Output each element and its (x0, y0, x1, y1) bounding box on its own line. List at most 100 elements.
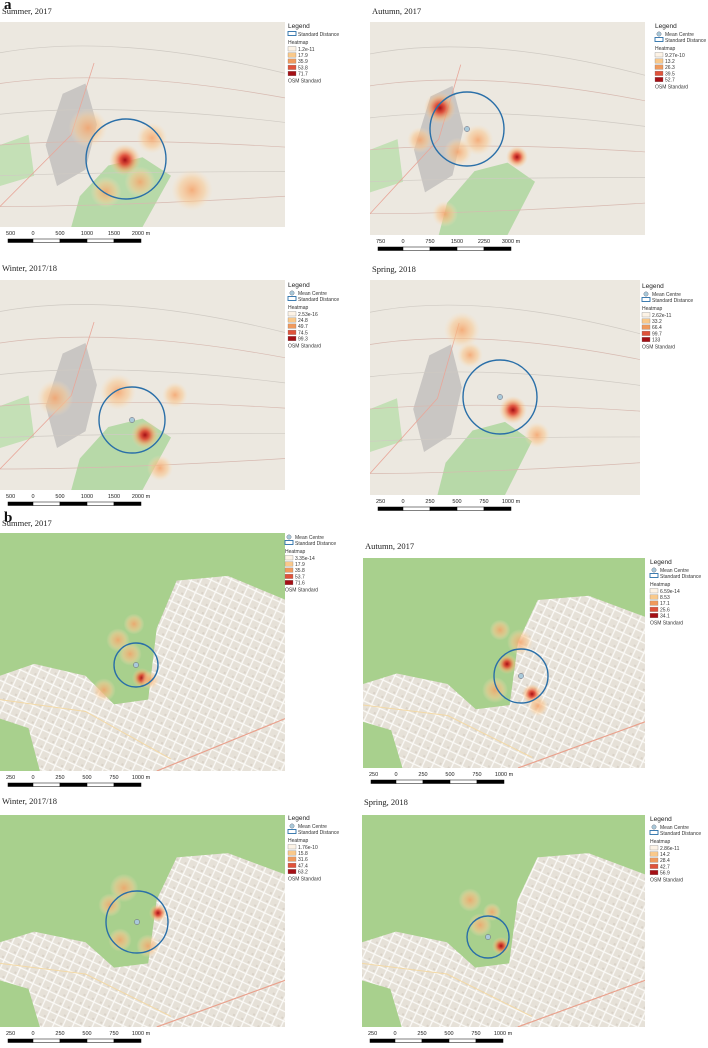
scale-label: 250 (6, 1031, 15, 1037)
legend-value: 8.53 (660, 595, 670, 601)
heat-spot (492, 937, 510, 955)
legend-swatch (284, 573, 294, 579)
legend-value: 26.3 (665, 65, 675, 71)
legend-swatch (287, 329, 297, 335)
legend-basemap: OSM Standard (285, 588, 318, 594)
legend-swatch (287, 323, 297, 329)
legend-basemap: OSM Standard (655, 85, 688, 91)
mean-centre (497, 394, 503, 400)
scale-label: 250 (369, 772, 378, 778)
map (363, 558, 645, 768)
road (370, 462, 640, 474)
scale-segment (32, 238, 61, 243)
road (370, 371, 640, 386)
scale-label: 1000 m (502, 499, 521, 505)
heat-spot (109, 144, 141, 176)
legend-value: 2.62e-11 (652, 313, 672, 319)
legend-sd-icon (641, 297, 651, 302)
legend-swatch (641, 330, 651, 336)
legend-swatch (649, 594, 659, 600)
scale-label: 250 (6, 775, 15, 781)
scale-segment (369, 1038, 396, 1043)
map (370, 280, 640, 495)
heat-spot (149, 904, 167, 922)
scale-segment (483, 246, 512, 251)
scale-segment (394, 1038, 423, 1043)
mean-centre (485, 934, 491, 940)
legend-heatmap-title: Heatmap (288, 40, 309, 46)
map-title: Summer, 2017 (2, 6, 52, 16)
legend-item: Standard Distance (652, 298, 693, 304)
legend-title: Legend (288, 23, 310, 30)
panel-label: b (4, 510, 12, 526)
legend-title: Legend (650, 559, 672, 566)
legend-swatch (284, 567, 294, 573)
legend-title: Legend (642, 283, 664, 290)
legend-swatch (654, 58, 664, 64)
road (370, 112, 645, 127)
map-title: Autumn, 2017 (365, 541, 414, 551)
road (370, 64, 462, 214)
scale-segment (476, 779, 505, 784)
scale-label: 750 (472, 772, 481, 778)
legend-value: 35.9 (298, 59, 308, 65)
scale-label: 250 (55, 1031, 64, 1037)
road (517, 979, 645, 1027)
road (0, 458, 285, 470)
legend-sd-icon (287, 829, 297, 834)
map (0, 533, 285, 771)
forest (370, 398, 403, 452)
scale-label: 1500 (108, 231, 120, 237)
scale-label: 1500 (108, 494, 120, 500)
heat-spot (497, 654, 517, 674)
heat-spot (92, 678, 116, 702)
scale-label: 500 (6, 494, 15, 500)
map (362, 815, 645, 1027)
legend-value: 14.2 (660, 852, 670, 858)
scale-label: 250 (425, 499, 434, 505)
scale-segment (32, 501, 61, 506)
scale-label: 500 (55, 231, 64, 237)
legend-title: Legend (288, 282, 310, 289)
scale-label: 1000 m (495, 772, 514, 778)
legend-item: Standard Distance (660, 574, 701, 580)
legend-swatch (287, 844, 297, 850)
heat-spot (68, 108, 108, 148)
scale-segment (456, 246, 485, 251)
legend-swatch (649, 870, 659, 875)
legend-swatch (287, 46, 297, 52)
scale-segment (429, 246, 458, 251)
legend-value: 3.35e-14 (295, 556, 315, 562)
scale-segment (370, 779, 397, 784)
scale-segment (86, 782, 115, 787)
forest (0, 718, 40, 771)
road (370, 436, 640, 442)
scale-label: 1000 m (132, 1031, 151, 1037)
legend-item: Mean Centre (665, 32, 694, 38)
scale-label: 0 (31, 231, 34, 237)
road (156, 718, 285, 771)
legend-swatch (654, 70, 664, 76)
legend-mean-centre-icon (651, 567, 657, 573)
scale-label: 0 (394, 772, 397, 778)
heat-spot (90, 176, 122, 208)
legend-mean-centre-icon (656, 31, 662, 37)
map (0, 815, 285, 1027)
scale-segment (421, 1038, 450, 1043)
mean-centre (134, 919, 140, 925)
standard-distance (462, 359, 538, 435)
heat-spot (443, 137, 473, 167)
legend-basemap: OSM Standard (650, 878, 683, 884)
legend-value: 47.4 (298, 863, 308, 869)
heat-spot (108, 928, 132, 952)
legend-value: 17.9 (298, 53, 308, 59)
heat-spot (106, 628, 130, 652)
heat-spot (457, 342, 483, 368)
legend-item: Standard Distance (298, 297, 339, 303)
legend-sd-icon (287, 31, 297, 36)
forest (370, 139, 403, 193)
legend-item: Standard Distance (298, 830, 339, 836)
legend-swatch (654, 77, 664, 82)
road (0, 432, 285, 438)
